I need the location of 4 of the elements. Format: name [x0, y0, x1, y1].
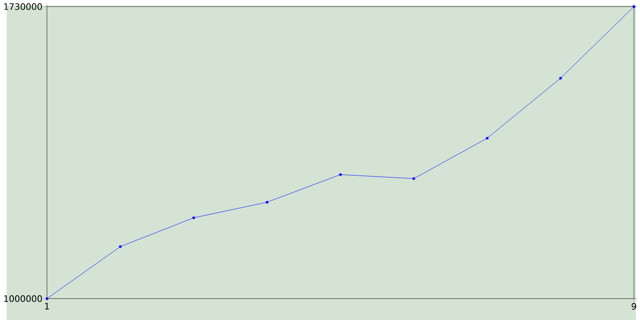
x-tick-label: 1 [45, 302, 49, 310]
y-tick-label: 1000000 [4, 295, 42, 302]
x-tick-label: 9 [632, 302, 636, 310]
y-tick-label: 1730000 [4, 3, 42, 10]
